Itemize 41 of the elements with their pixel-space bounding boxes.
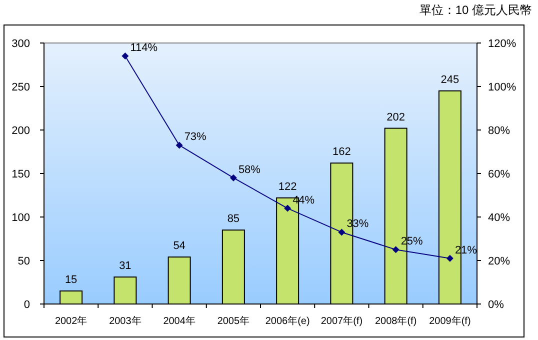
x-tick-label: 2005年 xyxy=(217,315,250,327)
y2-tick-label: 0% xyxy=(488,299,504,311)
y-tick-label: 0 xyxy=(24,299,30,311)
y2-tick-label: 100% xyxy=(488,82,516,94)
x-tick-label: 2008年(f) xyxy=(374,315,417,327)
y2-tick-label: 80% xyxy=(488,125,510,137)
x-tick-label: 2004年 xyxy=(163,315,196,327)
y-tick-label: 200 xyxy=(12,125,30,137)
data-label: 31 xyxy=(119,260,132,272)
data-label: 245 xyxy=(440,74,460,86)
x-tick-label: 2009年(f) xyxy=(429,315,471,327)
y-tick-label: 100 xyxy=(12,212,30,224)
data-label: 114% xyxy=(130,42,158,54)
x-tick-label: 2007年(f) xyxy=(320,315,363,327)
data-label: 85 xyxy=(227,213,240,226)
point xyxy=(176,142,183,149)
text: 單位：10 億元人民幣 xyxy=(419,3,532,17)
data-label: 162 xyxy=(332,146,351,158)
point xyxy=(392,246,400,254)
data-label: 15 xyxy=(64,274,78,286)
x-tick-label: 2002年 xyxy=(54,315,88,327)
point xyxy=(446,254,454,262)
y2-tick-label: 20% xyxy=(488,256,510,268)
data-label: 122 xyxy=(278,180,297,193)
y-tick-label: 250 xyxy=(12,82,30,94)
point xyxy=(122,52,129,60)
data-label: 202 xyxy=(386,111,405,124)
point xyxy=(230,174,237,182)
y2-tick-label: 40% xyxy=(488,212,510,224)
data-label: 73% xyxy=(184,131,207,144)
data-label: 54 xyxy=(173,240,186,252)
y2-tick-label: 60% xyxy=(488,168,510,180)
x-tick-label: 2003年 xyxy=(109,315,142,327)
x-tick-label: 2006年(e) xyxy=(265,315,310,327)
point xyxy=(284,204,292,212)
y-tick-label: 300 xyxy=(12,38,30,50)
point xyxy=(338,228,346,236)
y2-tick-label: 120% xyxy=(488,38,516,50)
data-label: 58% xyxy=(238,164,261,176)
y-tick-label: 150 xyxy=(12,168,30,180)
y-tick-label: 50 xyxy=(18,256,30,268)
